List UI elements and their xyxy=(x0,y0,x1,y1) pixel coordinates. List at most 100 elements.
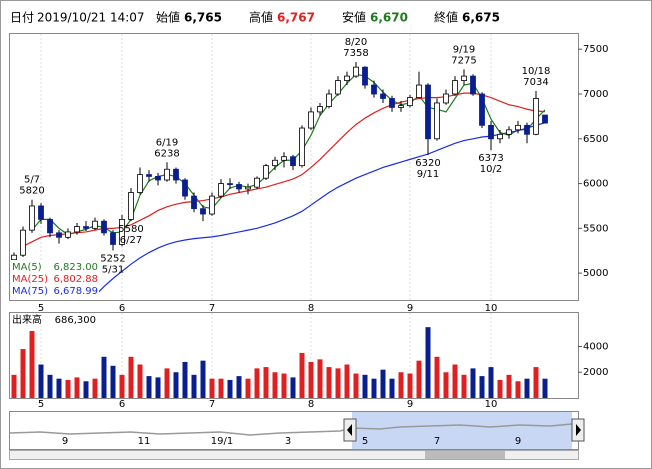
annotation-date: 8/20 xyxy=(345,37,367,48)
volume-bar xyxy=(416,360,422,398)
volume-bar xyxy=(218,378,224,398)
open-label: 始値 xyxy=(156,10,180,25)
candle-body xyxy=(524,124,530,135)
volume-bar xyxy=(128,356,134,398)
annotation-date: 9/19 xyxy=(453,44,475,55)
candle-body xyxy=(506,129,512,135)
candle-body xyxy=(425,84,431,140)
volume-bar xyxy=(281,373,287,398)
volume-bar xyxy=(353,373,359,398)
candle-body xyxy=(308,111,314,129)
volume-bar xyxy=(110,365,116,398)
volume-bar xyxy=(227,379,233,398)
candle-body xyxy=(362,66,368,86)
candle-body xyxy=(416,84,422,98)
candle-body xyxy=(326,93,332,107)
candle-body xyxy=(344,75,350,81)
candle-body xyxy=(200,208,206,215)
close-label: 終値 xyxy=(434,10,458,25)
volume-bar xyxy=(470,368,476,398)
candle-body xyxy=(263,165,269,179)
ma-line xyxy=(22,92,546,247)
volume-panel xyxy=(9,312,579,399)
annotation-value: 6373 xyxy=(478,153,503,164)
y-tick-label: 5000 xyxy=(583,268,608,279)
volume-label-box xyxy=(10,313,98,326)
header: 日付 2019/10/21 14:07 始値 6,765 高値 6,767 安値… xyxy=(10,10,500,25)
candle-body xyxy=(497,133,503,140)
x-tick-label: 10 xyxy=(485,399,498,410)
volume-bar xyxy=(380,369,386,398)
x-tick-label: 6 xyxy=(119,303,125,314)
volume-bar xyxy=(47,374,53,398)
candle-body xyxy=(101,220,107,234)
legend-name: MA(25) xyxy=(12,274,48,285)
annotation-date: 5/7 xyxy=(24,175,40,186)
x-tick-label: 8 xyxy=(308,399,314,410)
volume-bar xyxy=(290,377,296,398)
volume-bar xyxy=(326,367,332,398)
candle-body xyxy=(470,75,476,95)
volume-bar xyxy=(92,378,98,398)
candle-body xyxy=(371,84,377,95)
volume-bar xyxy=(542,378,548,398)
volume-bar xyxy=(236,376,242,398)
volume-bar xyxy=(425,327,431,398)
low-value: 6,670 xyxy=(370,11,408,25)
candle-body xyxy=(20,229,26,256)
volume-bar xyxy=(299,352,305,398)
volume-bar xyxy=(497,379,503,398)
volume-bar xyxy=(164,368,170,398)
volume-bar xyxy=(20,349,26,398)
candle-body xyxy=(542,114,548,124)
y-tick-label: 5500 xyxy=(583,223,608,234)
candle-body xyxy=(236,184,242,190)
y-tick-label: 7500 xyxy=(583,44,608,55)
legend-value: 6,802.88 xyxy=(53,274,98,285)
volume-bar xyxy=(200,360,206,398)
candle-body xyxy=(281,156,287,161)
scrollbar[interactable] xyxy=(9,450,579,460)
scroll-thumb[interactable] xyxy=(425,451,505,459)
volume-bar xyxy=(191,374,197,398)
legend-name: MA(5) xyxy=(12,262,42,273)
navigator-label: 19/1 xyxy=(211,436,233,447)
candle-body xyxy=(443,93,449,104)
high-value: 6,767 xyxy=(277,11,315,25)
candle-body xyxy=(461,75,467,81)
volume-bar xyxy=(344,364,350,398)
annotation-date: 6/19 xyxy=(156,137,178,148)
candle-body xyxy=(29,205,35,231)
candle-body xyxy=(254,177,260,188)
navigator-label: 5 xyxy=(362,436,368,447)
annotation-value: 5820 xyxy=(19,186,44,197)
candle-body xyxy=(398,105,404,108)
annotation-value: 7034 xyxy=(523,77,548,88)
volume-bar xyxy=(11,374,17,398)
y-tick-label: 7000 xyxy=(583,89,608,100)
navigator-label: 9 xyxy=(62,436,68,447)
candle-body xyxy=(218,183,224,197)
volume-bar xyxy=(479,376,485,398)
candle-body xyxy=(245,186,251,190)
candle-body xyxy=(380,93,386,99)
navigator-label: 7 xyxy=(434,436,440,447)
ma-line xyxy=(94,122,546,296)
x-tick-label: 8 xyxy=(308,303,314,314)
navigator-labels: 9 11 19/1 3 5 7 9 xyxy=(62,436,521,447)
x-tick-label: 9 xyxy=(407,303,413,314)
volume-bar xyxy=(254,368,260,398)
candle-body xyxy=(173,168,179,181)
low-label: 安値 xyxy=(342,10,366,25)
candle-body xyxy=(146,174,152,177)
annotation-date: 9/11 xyxy=(417,169,439,180)
candle-body xyxy=(92,220,98,229)
volume-bar xyxy=(317,359,323,398)
volume-value: 686,300 xyxy=(55,315,96,326)
candle-body xyxy=(407,97,413,107)
volume-bar xyxy=(533,367,539,398)
candle-body xyxy=(128,192,134,220)
open-value: 6,765 xyxy=(184,11,222,25)
x-tick-label: 5 xyxy=(38,399,44,410)
